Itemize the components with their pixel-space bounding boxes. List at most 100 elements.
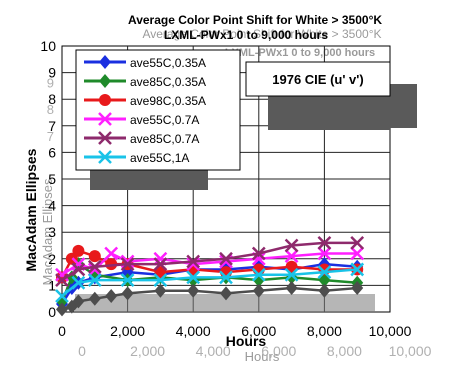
legend-swatch-marker xyxy=(98,150,112,164)
legend-swatch-marker xyxy=(99,74,111,88)
data-point xyxy=(71,262,86,277)
x-tick-label: 8,000 xyxy=(307,323,342,339)
series-gray xyxy=(56,281,364,317)
data-point xyxy=(252,283,265,298)
data-point xyxy=(55,273,69,287)
data-point xyxy=(72,294,85,309)
data-point xyxy=(186,254,201,269)
data-point xyxy=(284,249,299,264)
ghost-y-tick-label: 9 xyxy=(47,76,54,91)
data-point xyxy=(104,246,119,261)
ghost-x-tick-label: 8,000 xyxy=(327,343,362,359)
y-tick-label: 10 xyxy=(40,38,56,54)
data-point xyxy=(317,265,332,279)
data-point xyxy=(154,266,167,279)
x-tick-label: 10,000 xyxy=(369,323,412,339)
data-point xyxy=(72,244,85,257)
y-tick-label: 2 xyxy=(48,251,56,267)
ghost-y-tick-label: 7 xyxy=(47,129,54,144)
data-point xyxy=(220,286,232,301)
x-axis-label: Hours xyxy=(226,333,267,349)
data-point xyxy=(251,246,266,261)
data-point xyxy=(120,273,135,287)
y-tick-label: 4 xyxy=(48,198,56,214)
data-point xyxy=(350,262,365,277)
ghost-ylabel: MacAdam Ellipses xyxy=(40,178,55,285)
legend-label: ave55C,0.35A xyxy=(130,56,206,70)
ghost-x-tick-label: 6,000 xyxy=(261,343,296,359)
legend-entry: ave85C,0.7A xyxy=(84,131,199,146)
legend-entry: ave55C,0.7A xyxy=(84,112,199,127)
ghost-subtitle: LXML-PWx1 0 to 9,000 hours xyxy=(225,47,375,59)
chart-title: Average Color Point Shift for White > 35… xyxy=(128,13,382,27)
data-point xyxy=(350,235,365,250)
data-point xyxy=(56,271,68,284)
legend-swatch-marker xyxy=(98,131,112,145)
legend-swatch-marker xyxy=(98,112,112,126)
ghost-title: Average Color Point Shift for White > 35… xyxy=(142,27,381,41)
data-point xyxy=(153,273,168,287)
data-point xyxy=(154,283,167,298)
data-point xyxy=(187,283,200,298)
legend-label: ave98C,0.35A xyxy=(130,94,206,108)
data-point xyxy=(56,302,68,317)
data-point xyxy=(351,281,364,296)
x-tick-label: 4,000 xyxy=(176,323,211,339)
ghost-x-tick-label: 2,000 xyxy=(130,343,165,359)
data-point xyxy=(186,270,201,285)
data-point xyxy=(87,259,102,274)
data-point xyxy=(284,267,299,282)
data-point xyxy=(219,270,233,285)
x-tick-label: 6,000 xyxy=(241,323,276,339)
y-tick-label: 7 xyxy=(48,118,56,134)
ghost-x-tick-label: 4,000 xyxy=(196,343,231,359)
annotation-text: 1976 CIE (u' v') xyxy=(272,72,363,87)
data-point xyxy=(285,281,298,296)
chart-subtitle: LXML-PWx1 0 to 9,000 hours xyxy=(164,28,328,42)
y-axis-label: MacAdam Ellipses xyxy=(23,148,39,271)
data-point xyxy=(285,260,298,273)
x-tick-label: 0 xyxy=(58,323,66,339)
data-point xyxy=(284,238,299,253)
shadow-band-bottom xyxy=(75,294,375,312)
annotation-box: 1976 CIE (u' v') xyxy=(245,61,391,97)
legend-entry: ave55C,1A xyxy=(84,150,189,165)
series-layer xyxy=(55,235,365,317)
ghost-y-tick-label: 8 xyxy=(47,102,54,117)
ghost-x-tick-label: 10,000 xyxy=(389,343,432,359)
data-point xyxy=(317,246,332,261)
series-ave55c-1a xyxy=(55,262,365,303)
y-tick-label: 6 xyxy=(48,144,56,160)
x-tick-label: 2,000 xyxy=(110,323,145,339)
legend-swatch-marker xyxy=(99,94,111,106)
data-point xyxy=(251,267,266,282)
legend-label: ave85C,0.7A xyxy=(130,132,199,146)
data-point xyxy=(219,251,233,266)
shadow-band-right xyxy=(390,84,417,128)
annotation-frame xyxy=(245,61,391,97)
y-tick-label: 9 xyxy=(48,65,56,81)
y-tick-label: 3 xyxy=(48,224,56,240)
data-point xyxy=(350,246,365,261)
x-ticks: 0 2,000 4,000 6,000 8,000 10,000 xyxy=(58,323,412,339)
ghost-x-ticks: 0 2,000 4,000 6,000 8,000 10,000 xyxy=(78,343,432,359)
ghost-xlabel: Hours xyxy=(245,349,280,364)
data-point xyxy=(105,289,118,304)
legend-entry: ave98C,0.35A xyxy=(84,94,206,108)
data-point xyxy=(153,257,168,272)
legend-label: ave55C,1A xyxy=(130,151,189,165)
ghost-labels: Average Color Point Shift for White > 35… xyxy=(40,27,382,364)
ghost-x-tick-label: 0 xyxy=(78,343,86,359)
legend-items: ave55C,0.35A ave85C,0.35A ave98C,0.35A ave5… xyxy=(84,55,206,165)
data-point xyxy=(88,250,101,263)
y-tick-label: 1 xyxy=(48,277,56,293)
legend-label: ave55C,0.7A xyxy=(130,113,199,127)
data-point xyxy=(121,286,134,301)
legend-swatch-marker xyxy=(99,55,111,69)
data-point xyxy=(105,258,118,271)
data-point xyxy=(87,273,102,287)
y-tick-label: 5 xyxy=(48,171,56,187)
legend: ave55C,0.35A ave85C,0.35A ave98C,0.35A ave5… xyxy=(75,49,241,171)
